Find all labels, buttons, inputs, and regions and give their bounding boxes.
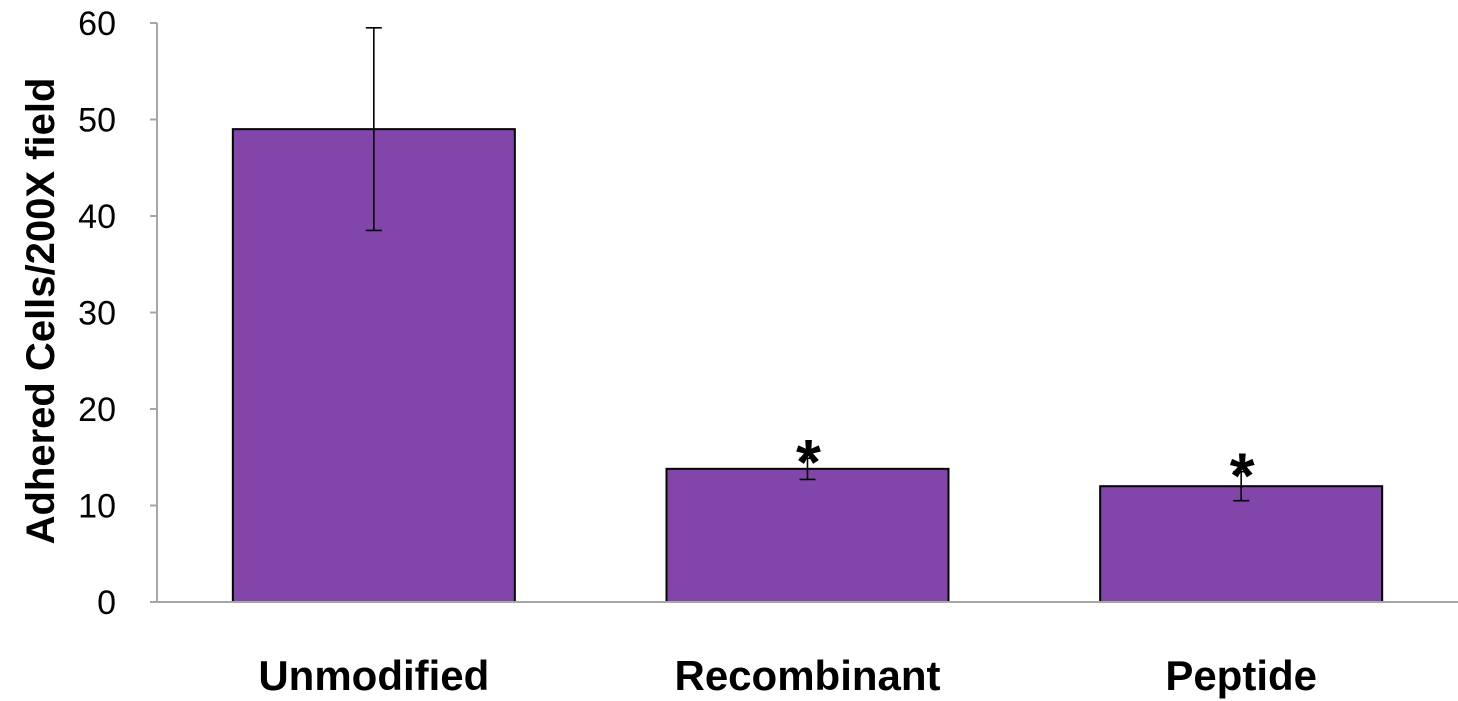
y-axis-title: Adhered Cells/200X field — [19, 78, 63, 545]
y-tick-label: 0 — [97, 584, 116, 622]
significance-asterisk: * — [796, 426, 821, 498]
x-axis-categories: Unmodified Recombinant Peptide — [258, 652, 1317, 699]
significance-markers: * * — [796, 426, 1255, 512]
axes — [156, 23, 1458, 603]
bar — [665, 467, 950, 603]
y-tick-label: 10 — [78, 488, 116, 526]
y-tick-label: 50 — [78, 102, 116, 140]
x-category-label: Recombinant — [674, 652, 940, 699]
y-axis-ticks: 0 10 20 30 40 50 60 — [78, 5, 157, 622]
y-tick-label: 40 — [78, 198, 116, 236]
error-bars — [365, 27, 1250, 502]
y-tick-label: 20 — [78, 391, 116, 429]
bars — [231, 128, 1384, 604]
y-tick-label: 60 — [78, 5, 116, 43]
x-category-label: Peptide — [1165, 652, 1317, 699]
significance-asterisk: * — [1230, 440, 1255, 512]
y-tick-label: 30 — [78, 295, 116, 333]
x-category-label: Unmodified — [258, 652, 489, 699]
bar — [1099, 485, 1384, 604]
